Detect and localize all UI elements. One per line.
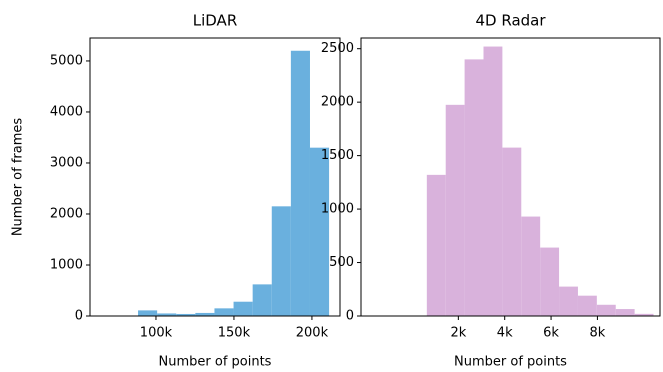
y-tick-label: 2500 [321, 41, 354, 56]
bar [252, 284, 272, 316]
bar [483, 46, 503, 317]
bar [634, 313, 654, 316]
y-tick-label: 1000 [50, 257, 83, 272]
x-tick-label: 200k [296, 326, 329, 341]
y-tick-label: 3000 [50, 155, 83, 170]
y-axis-label: Number of frames [11, 118, 26, 237]
bar [577, 295, 597, 316]
x-tick-label: 8k [590, 326, 606, 341]
chart-title: 4D Radar [475, 12, 546, 30]
axes-frame [89, 37, 341, 317]
y-tick-label: 4000 [50, 104, 83, 119]
bar [559, 286, 578, 316]
x-tick-label: 100k [140, 326, 173, 341]
bar [138, 310, 158, 316]
bar [540, 247, 560, 316]
y-tick-label: 1000 [321, 202, 354, 217]
x-tick-label: 150k [218, 326, 251, 341]
x-tick-label: 6k [543, 326, 559, 341]
y-tick-label: 5000 [50, 53, 83, 68]
bar [596, 304, 616, 316]
y-tick-label: 0 [346, 309, 354, 324]
bar [464, 59, 484, 317]
bar [195, 312, 215, 316]
x-axis-label: Number of points [454, 355, 567, 370]
y-tick-label: 2000 [321, 95, 354, 110]
bar [271, 206, 291, 316]
y-tick-label: 2000 [50, 206, 83, 221]
bar [615, 309, 635, 316]
bar [521, 216, 541, 316]
x-tick-label: 4k [497, 326, 513, 341]
bar [445, 104, 465, 316]
chart-title: LiDAR [193, 12, 238, 30]
bar [426, 174, 446, 316]
y-tick-label: 0 [75, 309, 83, 324]
bar [157, 313, 177, 316]
bar [214, 308, 234, 316]
bar [309, 147, 330, 316]
axes-frame [360, 37, 661, 317]
bar [290, 50, 310, 317]
bar [176, 313, 196, 316]
bar [502, 147, 522, 316]
x-axis-label: Number of points [159, 355, 272, 370]
bar [233, 301, 253, 316]
x-tick-label: 2k [450, 326, 466, 341]
y-tick-label: 1500 [321, 148, 354, 163]
y-tick-label: 500 [329, 255, 354, 270]
